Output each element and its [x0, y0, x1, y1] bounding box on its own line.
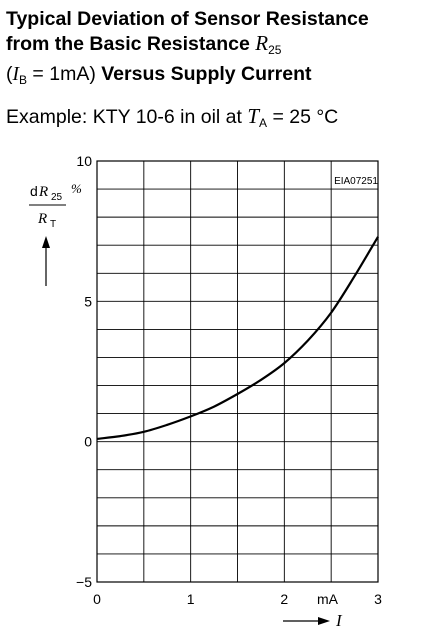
- x-label-i: I: [335, 611, 343, 630]
- y-tick-label: 10: [76, 153, 92, 169]
- example-prefix: Example: KTY 10-6 in oil at: [6, 106, 248, 128]
- y-tick-label: 5: [84, 293, 92, 309]
- y-unit-percent: %: [71, 181, 82, 196]
- x-unit-ma: mA: [317, 591, 339, 607]
- y-label-r-den-sub: T: [50, 219, 56, 230]
- y-label-r-num-sub: 25: [51, 192, 63, 203]
- x-tick-label: 2: [280, 591, 288, 607]
- chart-title: Typical Deviation of Sensor Resistance f…: [6, 7, 369, 92]
- r25-symbol: R: [255, 31, 269, 55]
- series-curve: [96, 236, 379, 440]
- x-tick-label: 3: [374, 591, 382, 607]
- title-line-2: from the Basic Resistance R25: [6, 31, 369, 62]
- x-axis-label: I: [283, 611, 343, 630]
- figure-code: EIA07251: [334, 176, 378, 187]
- x-tick-labels: 0 1 2 3: [93, 591, 382, 607]
- y-tick-label: −5: [76, 574, 92, 590]
- y-tick-labels: 10 5 0 −5: [76, 153, 92, 590]
- title-line-1: Typical Deviation of Sensor Resistance: [6, 8, 369, 30]
- ib-subscript: B: [19, 73, 28, 87]
- title-line-2-text: from the Basic Resistance: [6, 33, 256, 55]
- grid-lines: [97, 161, 378, 582]
- example-suffix: = 25 °C: [267, 106, 339, 128]
- example-line: Example: KTY 10-6 in oil at TA = 25 °C: [6, 104, 338, 130]
- y-label-r-num: R: [38, 184, 48, 200]
- x-tick-label: 1: [187, 591, 195, 607]
- x-arrow-head: [318, 617, 330, 625]
- ib-symbol: I: [12, 64, 20, 85]
- title-condition: = 1mA): [27, 63, 102, 85]
- r25-subscript: 25: [268, 43, 282, 57]
- title-paren-open: (: [6, 63, 13, 85]
- y-label-d: d: [30, 183, 38, 199]
- title-versus: Versus Supply Current: [101, 63, 312, 85]
- plot-frame: [96, 160, 379, 583]
- ta-symbol: T: [247, 104, 260, 128]
- ta-subscript: A: [259, 116, 268, 130]
- y-axis-label: d R 25 R T %: [29, 181, 82, 286]
- y-label-r-den: R: [37, 211, 47, 227]
- y-arrow-head: [42, 236, 50, 248]
- title-line-3: (IB = 1mA) Versus Supply Current: [6, 62, 369, 92]
- y-tick-label: 0: [84, 434, 92, 450]
- x-tick-label: 0: [93, 591, 101, 607]
